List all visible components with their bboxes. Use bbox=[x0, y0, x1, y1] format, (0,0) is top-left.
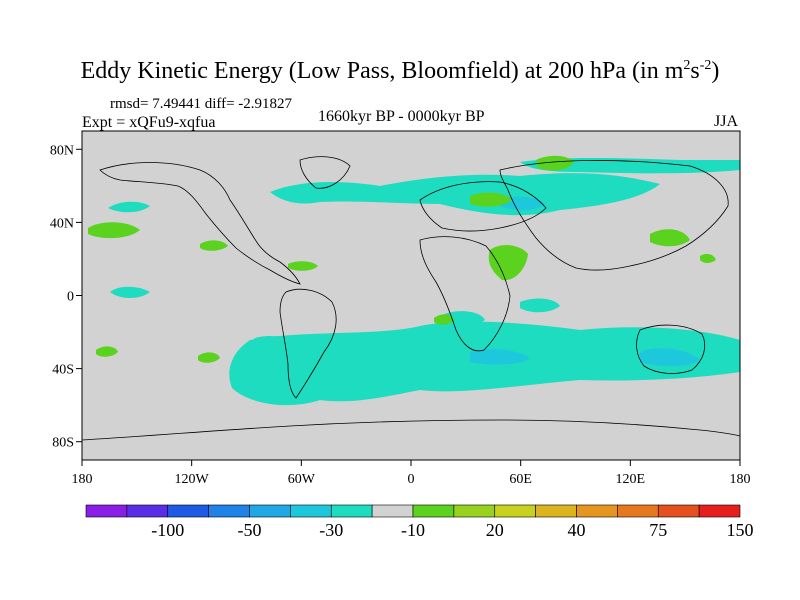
colorbar: -100 -50 -30 -10 20 40 75 150 bbox=[85, 504, 754, 540]
equator-indian-cyan bbox=[520, 298, 560, 313]
south-indian-cyan bbox=[470, 349, 530, 365]
colorbar-swatch bbox=[698, 504, 741, 518]
stats-label: rmsd= 7.49441 diff= -2.91827 bbox=[110, 96, 293, 112]
north-atlantic-cyan bbox=[270, 173, 660, 216]
green-arctic bbox=[536, 155, 574, 171]
lat-tick-label: 40N bbox=[50, 216, 74, 231]
lon-tick-label: 180 bbox=[730, 472, 751, 487]
green-east-asia bbox=[650, 229, 690, 247]
colorbar-label: -100 bbox=[151, 520, 184, 540]
coast-south-america bbox=[279, 288, 337, 399]
arctic-cyan bbox=[520, 158, 740, 174]
colorbar-label: -50 bbox=[238, 520, 262, 540]
lon-tick-label: 0 bbox=[408, 472, 415, 487]
colorbar-label: 40 bbox=[568, 520, 586, 540]
colorbar-swatch bbox=[290, 504, 332, 518]
coast-asia bbox=[499, 160, 729, 271]
colorbar-swatch bbox=[371, 504, 414, 518]
colorbar-label: -30 bbox=[319, 520, 343, 540]
coast-australia bbox=[636, 324, 706, 374]
coast-antarctica bbox=[82, 419, 740, 441]
colorbar-swatch bbox=[330, 504, 373, 518]
australia-cyan bbox=[640, 348, 700, 367]
coast-africa bbox=[419, 236, 511, 352]
colorbar-swatch bbox=[617, 504, 659, 518]
lon-tick-label: 60E bbox=[509, 472, 532, 487]
colorbar-swatch bbox=[494, 504, 536, 518]
colorbar-swatch bbox=[657, 504, 700, 518]
green-south-pacific bbox=[198, 352, 220, 363]
field-contours bbox=[82, 155, 740, 441]
south-america-cyan bbox=[251, 335, 305, 361]
colorbar-swatch bbox=[208, 504, 250, 518]
latitude-axis: 80N 40N 0 40S 80S bbox=[50, 143, 82, 451]
colorbar-label: -10 bbox=[401, 520, 425, 540]
map-title: Eddy Kinetic Energy (Low Pass, Bloomfiel… bbox=[80, 58, 720, 84]
coastlines bbox=[82, 156, 740, 441]
lon-tick-label: 180 bbox=[72, 472, 93, 487]
coast-greenland bbox=[299, 156, 351, 189]
lat-tick-label: 40S bbox=[52, 363, 74, 378]
green-africa bbox=[434, 314, 454, 325]
colorbar-label: 75 bbox=[649, 520, 667, 540]
colorbar-swatch bbox=[85, 504, 128, 518]
coast-europe bbox=[419, 181, 547, 232]
green-mexico bbox=[200, 240, 228, 251]
lon-tick-label: 60W bbox=[288, 472, 316, 487]
green-japan bbox=[700, 253, 716, 263]
green-south-atlantic bbox=[96, 346, 118, 357]
colorbar-swatch bbox=[412, 504, 455, 518]
green-pacific bbox=[88, 222, 140, 239]
green-arabia bbox=[488, 245, 528, 281]
colorbar-swatch bbox=[576, 504, 618, 518]
lon-tick-label: 120E bbox=[616, 472, 646, 487]
lat-tick-label: 0 bbox=[67, 290, 74, 305]
green-us-south bbox=[288, 261, 318, 271]
longitude-axis: 180 120W 60W 0 60E 120E 180 bbox=[72, 460, 751, 487]
green-central-asia bbox=[470, 192, 512, 207]
lon-tick-label: 120W bbox=[175, 472, 210, 487]
colorbar-swatch bbox=[167, 504, 209, 518]
coast-north-america bbox=[99, 162, 301, 285]
period-label: 1660kyr BP - 0000kyr BP bbox=[318, 108, 485, 125]
colorbar-swatch bbox=[535, 504, 577, 518]
lat-tick-label: 80S bbox=[52, 436, 74, 451]
season-label: JJA bbox=[714, 113, 739, 130]
colorbar-label: 20 bbox=[486, 520, 504, 540]
colorbar-label: 150 bbox=[727, 520, 754, 540]
lat-tick-label: 80N bbox=[50, 143, 74, 158]
colorbar-swatch bbox=[453, 504, 496, 518]
experiment-label: Expt = xQFu9-xqfua bbox=[82, 114, 216, 131]
colorbar-swatch bbox=[249, 504, 291, 518]
colorbar-swatch bbox=[126, 504, 169, 518]
tropical-atlantic-cyan bbox=[440, 311, 485, 327]
equator-pacific-cyan bbox=[110, 286, 150, 298]
north-pacific-cyan bbox=[108, 201, 150, 213]
